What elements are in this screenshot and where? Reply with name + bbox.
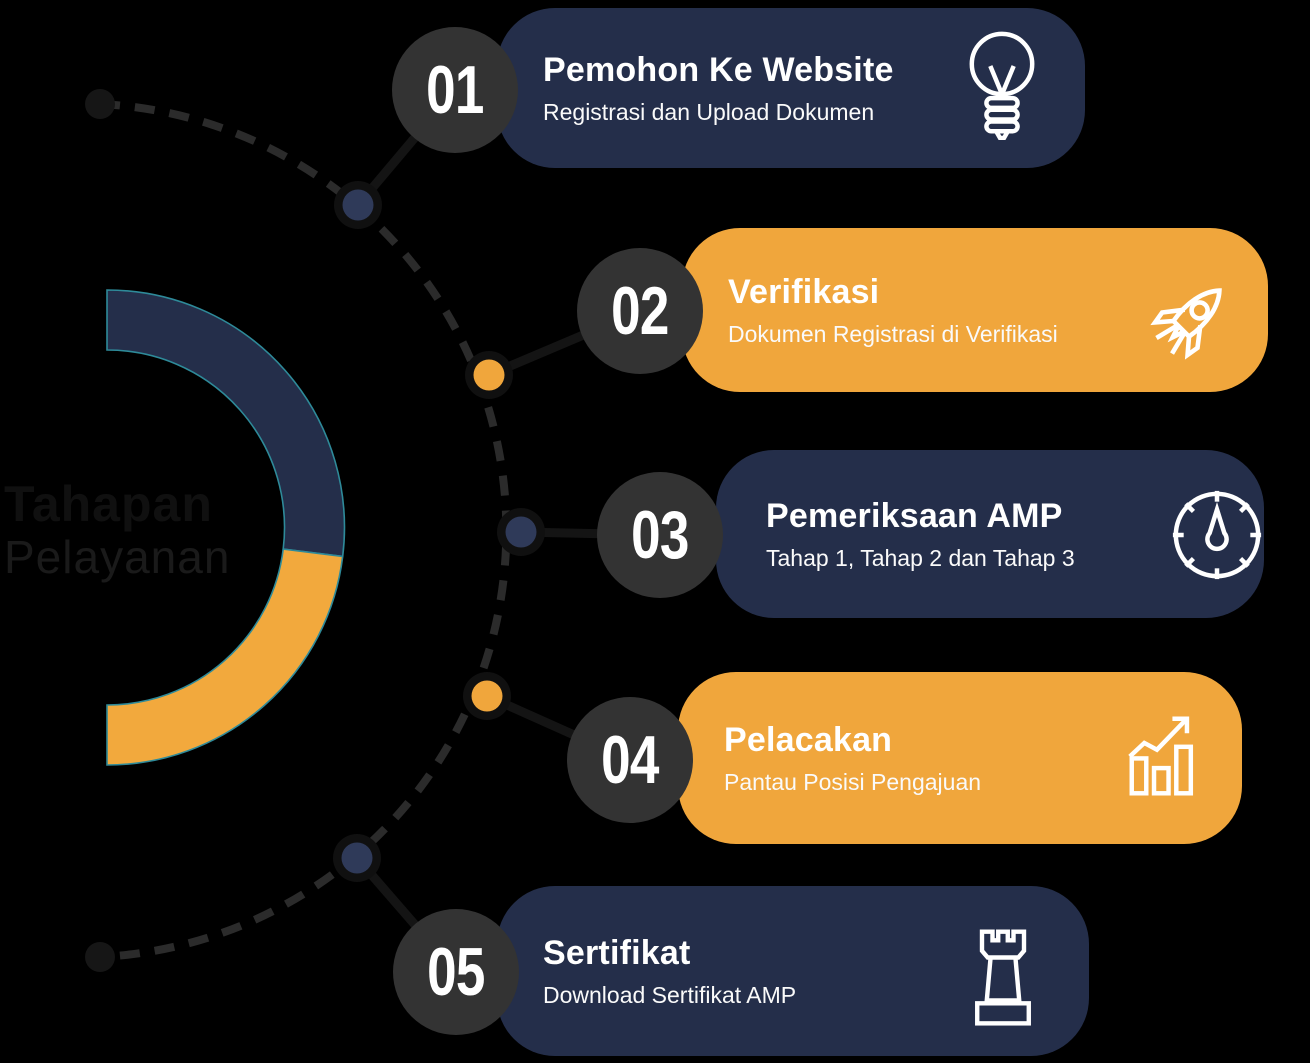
step-1-number: 01 [426, 52, 484, 128]
arc-end-dot [85, 942, 115, 972]
connector-dot-2 [473, 359, 505, 391]
step-3-title: Pemeriksaan AMP [766, 496, 1063, 535]
step-3-card: Pemeriksaan AMP Tahap 1, Tahap 2 dan Tah… [716, 450, 1264, 618]
connector-dot-5 [341, 842, 373, 874]
bar-chart-icon [1124, 710, 1216, 802]
connector-dot-3 [505, 516, 537, 548]
step-5-number: 05 [427, 934, 485, 1010]
step-5-number-badge: 05 [393, 909, 519, 1035]
step-1-subtitle: Registrasi dan Upload Dokumen [543, 98, 875, 125]
step-4-subtitle: Pantau Posisi Pengajuan [724, 768, 982, 795]
step-2-number: 02 [611, 273, 669, 349]
step-4-number-badge: 04 [567, 697, 693, 823]
page-title-line1: Tahapan [4, 476, 213, 532]
step-4-title: Pelacakan [724, 720, 893, 759]
step-2-title: Verifikasi [728, 272, 880, 311]
step-4-number: 04 [601, 722, 659, 798]
step-3-subtitle: Tahap 1, Tahap 2 dan Tahap 3 [766, 544, 1075, 571]
step-3-number: 03 [631, 497, 689, 573]
arc-start-dot [85, 89, 115, 119]
gauge-icon [1168, 486, 1266, 584]
step-1-number-badge: 01 [392, 27, 518, 153]
rocket-icon [1134, 266, 1244, 376]
connector-dot-1 [342, 189, 374, 221]
step-5-subtitle: Download Sertifikat AMP [543, 981, 797, 1008]
page-title-line2: Pelayanan [4, 531, 231, 583]
step-3-number-badge: 03 [597, 472, 723, 598]
connector-dots [333, 181, 545, 882]
step-2-subtitle: Dokumen Registrasi di Verifikasi [728, 320, 1058, 347]
connector-dot-4 [471, 680, 503, 712]
rook-icon [960, 926, 1046, 1031]
lightbulb-icon [958, 28, 1046, 140]
step-5-title: Sertifikat [543, 933, 691, 972]
step-2-number-badge: 02 [577, 248, 703, 374]
step-1-title: Pemohon Ke Website [543, 50, 894, 89]
page-title: Tahapan Pelayanan [4, 478, 230, 582]
donut-orange-segment [106, 548, 344, 766]
